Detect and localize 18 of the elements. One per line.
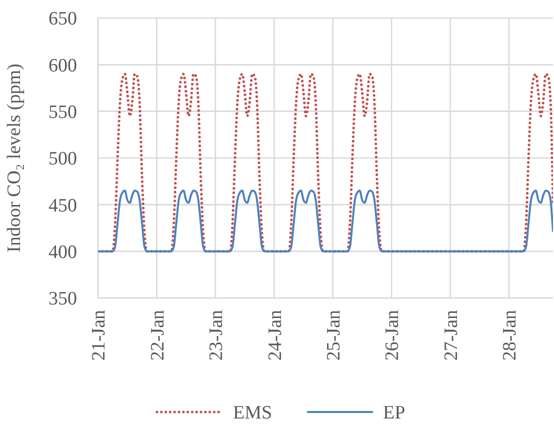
y-tick-label: 400 (48, 242, 77, 263)
x-tick-label: 27-Jan (440, 310, 462, 361)
x-tick-label: 25-Jan (323, 310, 344, 361)
x-tick-label: 23-Jan (206, 310, 228, 361)
x-tick-label: 21-Jan (88, 310, 110, 361)
y-tick-label: 350 (48, 288, 77, 310)
y-tick-label: 450 (48, 195, 77, 216)
y-axis-title: Indoor CO₂ levels (ppm) (4, 64, 25, 252)
y-tick-label: 550 (48, 102, 77, 123)
x-tick-label: 26-Jan (382, 310, 404, 361)
x-tick-label: 24-Jan (264, 310, 286, 361)
y-tick-label: 500 (48, 148, 77, 170)
legend-label: EMS (233, 402, 272, 424)
legend-label: EP (383, 402, 406, 424)
x-tick-label: 22-Jan (147, 310, 168, 361)
y-tick-label: 650 (48, 8, 77, 30)
y-tick-label: 600 (48, 55, 77, 76)
x-tick-label: 28-Jan (500, 310, 521, 361)
